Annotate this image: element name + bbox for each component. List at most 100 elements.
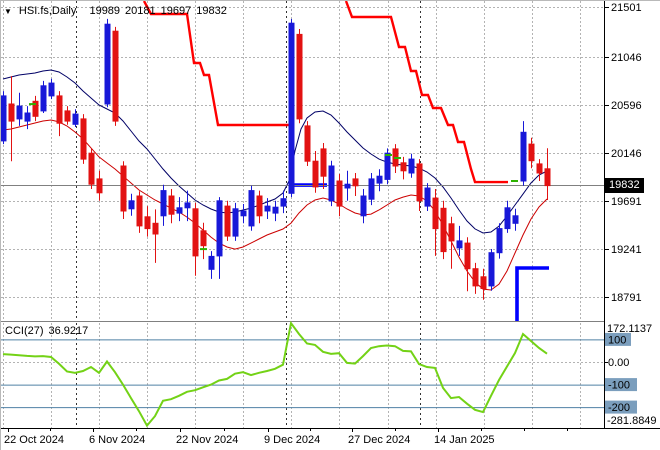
candle	[408, 158, 415, 174]
candle	[528, 143, 535, 162]
candle	[376, 175, 383, 184]
candle	[1, 95, 7, 142]
candle	[160, 190, 167, 217]
candle	[472, 268, 479, 287]
signal-dash	[394, 157, 401, 159]
indicator-header: CCI(27) 36.9217	[5, 325, 88, 337]
candle	[216, 200, 223, 257]
indicator-name-label: CCI(27)	[5, 325, 44, 337]
candle	[64, 110, 71, 122]
candle	[96, 178, 103, 194]
candle	[544, 168, 551, 187]
price-axis-label: 21501	[611, 2, 642, 14]
candle	[224, 205, 231, 237]
candle	[232, 208, 239, 237]
time-axis-label: 9 Dec 2024	[264, 434, 320, 446]
candle	[296, 33, 303, 120]
price-axis-label: 21046	[611, 52, 642, 64]
price-axis-label: 20146	[611, 148, 642, 160]
cci-level-label: -100	[608, 380, 630, 392]
symbol-dropdown-icon[interactable]: ▼	[4, 6, 12, 16]
candle	[400, 162, 407, 172]
candle	[272, 206, 279, 214]
ma-slow-line	[2, 119, 548, 291]
candle	[24, 112, 31, 122]
candle	[264, 205, 271, 212]
candle	[304, 125, 311, 162]
candle	[520, 131, 527, 182]
time-axis-label: 22 Oct 2024	[4, 434, 64, 446]
candle	[464, 242, 471, 270]
candle	[432, 197, 439, 230]
candle	[488, 252, 495, 287]
indicator-value: 36.9217	[48, 325, 89, 337]
candle	[384, 152, 391, 180]
cci-zero-label: 0.00	[608, 357, 629, 369]
signal-dash	[511, 180, 518, 182]
signal-dash	[385, 154, 392, 156]
candle	[440, 207, 447, 253]
resistance-step-line	[344, 1, 508, 184]
ohlc-open: 19989	[89, 5, 121, 17]
candle	[136, 195, 143, 227]
candle	[360, 195, 367, 217]
chart-header: ▼ HSI.fs,Daily 19989 20181 19697 19832	[4, 5, 227, 17]
candle	[88, 152, 95, 185]
candle	[256, 195, 263, 217]
candle	[280, 198, 287, 207]
candle	[144, 216, 151, 230]
ohlc-high: 20181	[125, 5, 156, 17]
candle	[168, 195, 175, 215]
candle	[112, 30, 119, 122]
candle	[56, 95, 63, 124]
candle	[424, 187, 431, 207]
candle	[104, 23, 111, 105]
time-axis-label: 22 Nov 2024	[176, 434, 238, 446]
candle	[192, 208, 199, 257]
candle	[448, 223, 455, 242]
candle	[152, 222, 159, 235]
price-axis-label: 19241	[611, 244, 642, 256]
ohlc-close: 19832	[196, 5, 227, 17]
candle	[344, 183, 351, 189]
candle	[200, 230, 207, 247]
cci-level-label-box	[605, 378, 637, 392]
candle	[184, 202, 191, 209]
candle	[208, 255, 215, 270]
candle	[248, 190, 255, 227]
candle	[368, 178, 375, 200]
time-axis-label: 14 Jan 2025	[434, 434, 495, 446]
ohlc-low: 19697	[160, 5, 192, 17]
candle	[128, 200, 135, 210]
candle	[496, 228, 503, 254]
candle	[480, 276, 487, 289]
candle	[48, 82, 55, 97]
candle	[8, 103, 15, 122]
candle	[40, 85, 47, 112]
signal-dash	[200, 248, 207, 251]
candle	[320, 148, 327, 177]
signal-dash	[29, 103, 36, 106]
last-price-tag: 19832	[605, 178, 644, 193]
candle	[72, 113, 79, 125]
candle	[312, 160, 319, 188]
price-axis-label: 18791	[611, 292, 642, 304]
candle	[416, 163, 423, 202]
cci-level-label: 100	[608, 334, 626, 346]
candle	[32, 100, 39, 117]
candle	[80, 118, 87, 160]
candle	[328, 165, 335, 202]
cci-level-label-box	[605, 400, 637, 414]
time-axis-label: 27 Dec 2024	[348, 434, 410, 446]
cci-line	[2, 320, 548, 428]
support-step-line	[515, 266, 549, 321]
candle	[352, 178, 359, 187]
candle	[536, 163, 543, 174]
candle	[504, 207, 511, 230]
candle	[512, 215, 519, 224]
candle	[240, 210, 247, 217]
symbol-title: HSI.fs,Daily	[18, 5, 77, 17]
resistance-step-line	[142, 1, 291, 127]
